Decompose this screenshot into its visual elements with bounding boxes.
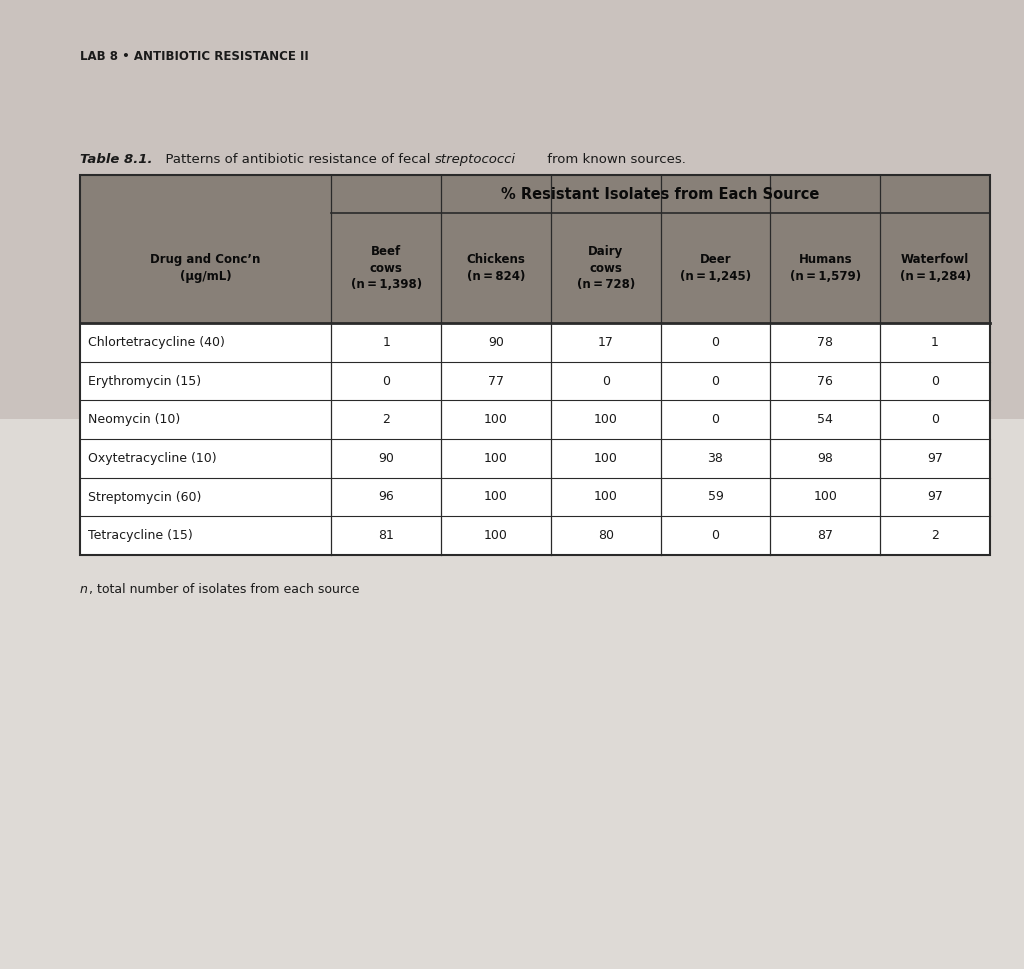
- Text: 38: 38: [708, 452, 723, 465]
- Text: 76: 76: [817, 374, 834, 388]
- Text: 100: 100: [484, 413, 508, 426]
- Bar: [0, 419, 1024, 969]
- Text: Dairy
cows
(n = 728): Dairy cows (n = 728): [577, 245, 635, 291]
- Text: 0: 0: [931, 413, 939, 426]
- Text: 81: 81: [378, 529, 394, 543]
- Text: 100: 100: [813, 490, 838, 504]
- Text: 100: 100: [594, 452, 617, 465]
- Text: 80: 80: [598, 529, 613, 543]
- Text: , total number of isolates from each source: , total number of isolates from each sou…: [89, 583, 359, 596]
- Text: 100: 100: [484, 529, 508, 543]
- Text: 1: 1: [382, 336, 390, 349]
- Text: Deer
(n = 1,245): Deer (n = 1,245): [680, 253, 751, 283]
- Text: % Resistant Isolates from Each Source: % Resistant Isolates from Each Source: [502, 186, 820, 202]
- Text: Beef
cows
(n = 1,398): Beef cows (n = 1,398): [350, 245, 422, 291]
- Text: from known sources.: from known sources.: [543, 153, 686, 166]
- Bar: [881, 213, 990, 323]
- Text: 2: 2: [931, 529, 939, 543]
- Text: 100: 100: [484, 452, 508, 465]
- Bar: [660, 213, 770, 323]
- Text: 97: 97: [927, 490, 943, 504]
- Text: LAB 8 • ANTIBIOTIC RESISTANCE II: LAB 8 • ANTIBIOTIC RESISTANCE II: [80, 50, 309, 63]
- Text: 1: 1: [931, 336, 939, 349]
- Text: 0: 0: [712, 529, 720, 543]
- Text: 90: 90: [488, 336, 504, 349]
- Text: 59: 59: [708, 490, 723, 504]
- Bar: [0, 0, 1024, 419]
- Text: Chickens
(n = 824): Chickens (n = 824): [467, 253, 525, 283]
- Text: Neomycin (10): Neomycin (10): [88, 413, 180, 426]
- Text: Patterns of antibiotic resistance of fecal: Patterns of antibiotic resistance of fec…: [157, 153, 435, 166]
- Text: 17: 17: [598, 336, 613, 349]
- Text: Erythromycin (15): Erythromycin (15): [88, 374, 201, 388]
- Bar: [80, 175, 990, 555]
- Text: n: n: [80, 583, 88, 596]
- Text: 0: 0: [712, 374, 720, 388]
- Bar: [770, 213, 881, 323]
- Bar: [441, 213, 551, 323]
- Bar: [551, 213, 660, 323]
- Text: Oxytetracycline (10): Oxytetracycline (10): [88, 452, 217, 465]
- Text: 97: 97: [927, 452, 943, 465]
- Bar: [331, 175, 990, 213]
- Text: 77: 77: [487, 374, 504, 388]
- Text: 0: 0: [712, 413, 720, 426]
- Text: Table 8.1.: Table 8.1.: [80, 153, 153, 166]
- Text: 100: 100: [594, 413, 617, 426]
- Text: 98: 98: [817, 452, 834, 465]
- Text: Humans
(n = 1,579): Humans (n = 1,579): [790, 253, 861, 283]
- Text: 90: 90: [378, 452, 394, 465]
- Text: 0: 0: [931, 374, 939, 388]
- Text: 78: 78: [817, 336, 834, 349]
- Text: 0: 0: [602, 374, 609, 388]
- Bar: [80, 175, 990, 555]
- Text: 96: 96: [378, 490, 394, 504]
- Text: 100: 100: [594, 490, 617, 504]
- Text: Chlortetracycline (40): Chlortetracycline (40): [88, 336, 225, 349]
- Text: Streptomycin (60): Streptomycin (60): [88, 490, 202, 504]
- Text: Waterfowl
(n = 1,284): Waterfowl (n = 1,284): [899, 253, 971, 283]
- Bar: [80, 175, 331, 323]
- Text: 87: 87: [817, 529, 834, 543]
- Text: Tetracycline (15): Tetracycline (15): [88, 529, 193, 543]
- Bar: [331, 213, 441, 323]
- Text: Drug and Conc’n
(μg/mL): Drug and Conc’n (μg/mL): [151, 253, 261, 283]
- Text: 2: 2: [382, 413, 390, 426]
- Text: 0: 0: [382, 374, 390, 388]
- Text: 0: 0: [712, 336, 720, 349]
- Text: streptococci: streptococci: [435, 153, 516, 166]
- Text: 100: 100: [484, 490, 508, 504]
- Text: 54: 54: [817, 413, 834, 426]
